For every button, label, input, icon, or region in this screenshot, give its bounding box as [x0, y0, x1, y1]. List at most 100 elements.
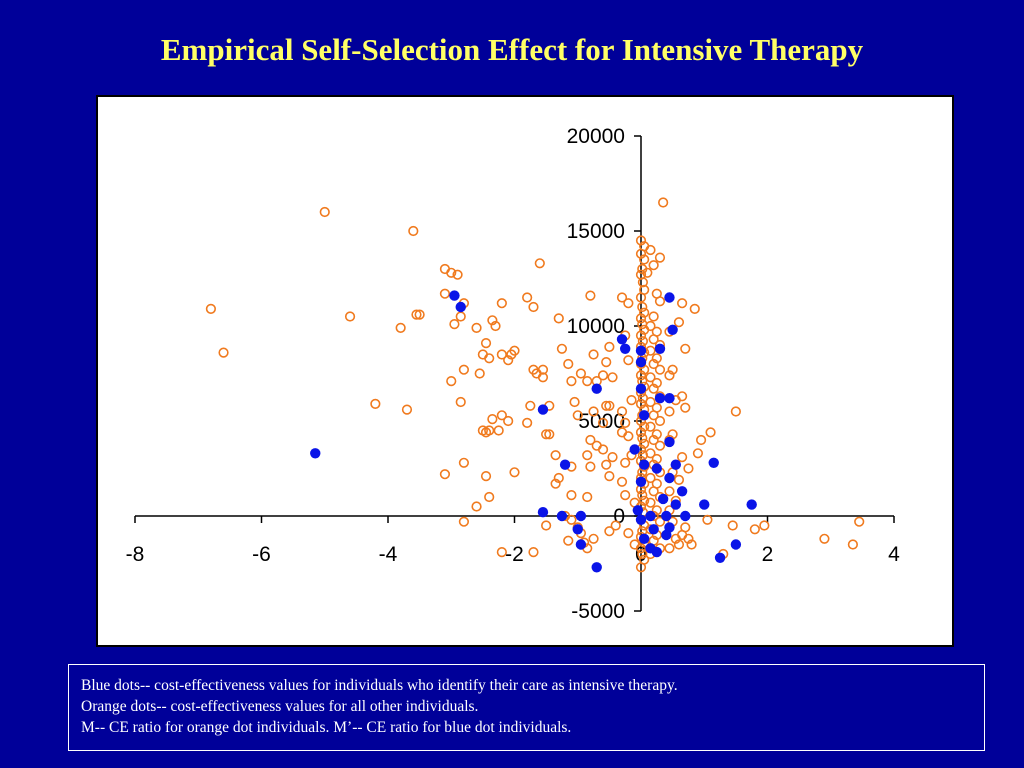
orange-dot — [635, 562, 647, 573]
orange-dot — [689, 303, 700, 314]
orange-dot — [458, 516, 470, 527]
orange-dot — [575, 368, 587, 379]
orange-dot — [667, 364, 678, 375]
orange-dot — [604, 400, 615, 411]
orange-dot — [645, 244, 656, 256]
blue-dot — [670, 499, 681, 510]
blue-dot — [667, 324, 678, 335]
orange-dot — [620, 457, 631, 468]
orange-dot — [553, 313, 564, 324]
orange-dot — [664, 406, 675, 417]
orange-dot — [637, 490, 648, 501]
orange-dot — [648, 260, 659, 271]
orange-dot — [654, 252, 666, 263]
orange-dot — [686, 539, 697, 550]
y-tick-label: 10000 — [567, 315, 625, 338]
orange-dot — [484, 491, 495, 503]
orange-dot — [645, 448, 656, 459]
orange-dot — [480, 338, 492, 349]
orange-dot — [637, 301, 648, 313]
orange-dot — [645, 497, 656, 508]
orange-dot — [616, 476, 628, 487]
orange-dot — [680, 343, 691, 354]
orange-dot — [471, 501, 482, 512]
orange-dot — [635, 248, 647, 259]
blue-dot — [699, 499, 710, 510]
orange-dot — [651, 505, 662, 516]
x-tick-label: 4 — [888, 543, 900, 566]
orange-dot — [759, 520, 770, 531]
orange-dot — [727, 520, 738, 531]
orange-dot — [623, 298, 634, 309]
orange-dot — [572, 410, 583, 421]
series-intensive-therapy — [310, 290, 757, 573]
orange-dot — [496, 349, 507, 360]
orange-dot — [585, 461, 596, 472]
blue-dot — [670, 459, 681, 470]
orange-dot — [471, 322, 482, 333]
orange-dot — [648, 358, 659, 370]
blue-dot — [635, 356, 647, 368]
blue-dot — [651, 463, 663, 474]
slide-title: Empirical Self-Selection Effect for Inte… — [160, 32, 864, 67]
blue-dot — [661, 510, 672, 522]
chart-panel: -8 -6 -4 -2 0 2 4 -5000 0 5000 10000 15000 20000 — [96, 95, 954, 647]
orange-dot — [677, 452, 688, 463]
notes-box: Blue dots-- cost-effectiveness values fo… — [68, 664, 985, 751]
note-ce-ratio: M-- CE ratio for orange dot individuals.… — [81, 719, 572, 736]
orange-dot — [556, 343, 568, 354]
y-tick-label: 15000 — [567, 220, 625, 243]
orange-dot — [637, 336, 648, 347]
orange-dot — [319, 206, 330, 218]
orange-dot — [651, 353, 662, 364]
orange-dot — [582, 376, 593, 387]
orange-dot — [487, 315, 498, 326]
orange-dot — [218, 347, 229, 358]
orange-dot — [645, 421, 656, 432]
x-tick-label: -2 — [505, 543, 524, 566]
orange-dot — [541, 520, 552, 531]
orange-dot — [673, 474, 685, 486]
orange-dot — [637, 277, 648, 288]
orange-dot — [639, 438, 650, 449]
blue-dot — [556, 510, 568, 522]
blue-dot — [632, 505, 644, 516]
orange-dot — [620, 490, 631, 501]
y-tick-label: -5000 — [571, 600, 625, 623]
orange-dot — [639, 254, 650, 265]
blue-dot — [651, 546, 663, 558]
orange-dot — [677, 391, 688, 402]
orange-dot — [664, 543, 675, 554]
orange-dot — [522, 292, 533, 303]
x-tick-label: -6 — [252, 543, 271, 566]
orange-dot — [645, 320, 656, 332]
scatter-plot: -8 -6 -4 -2 0 2 4 -5000 0 5000 10000 15000 20000 — [126, 125, 901, 623]
orange-dot — [588, 406, 599, 417]
orange-dot — [635, 330, 647, 341]
orange-dot — [490, 320, 501, 332]
orange-dot — [651, 429, 662, 440]
orange-dot — [493, 425, 504, 436]
blue-dot — [664, 393, 675, 404]
orange-dot — [819, 533, 830, 544]
orange-dot — [496, 298, 507, 309]
blue-dot — [664, 436, 675, 448]
orange-dot — [749, 524, 760, 535]
orange-dot — [635, 427, 647, 438]
orange-dot — [455, 311, 466, 322]
orange-dot — [446, 376, 457, 387]
orange-dot — [695, 434, 707, 446]
blue-dot — [635, 476, 647, 487]
orange-dot — [370, 398, 381, 410]
blue-dot — [591, 562, 602, 573]
blue-dot — [629, 444, 640, 455]
blue-dot — [638, 459, 650, 470]
orange-dot — [582, 491, 593, 503]
orange-dot — [623, 528, 634, 539]
orange-dot — [522, 417, 533, 429]
orange-dot — [563, 358, 574, 370]
orange-dot — [664, 486, 675, 497]
orange-dot — [645, 372, 656, 383]
orange-dot — [702, 514, 713, 525]
orange-dot — [588, 533, 599, 544]
